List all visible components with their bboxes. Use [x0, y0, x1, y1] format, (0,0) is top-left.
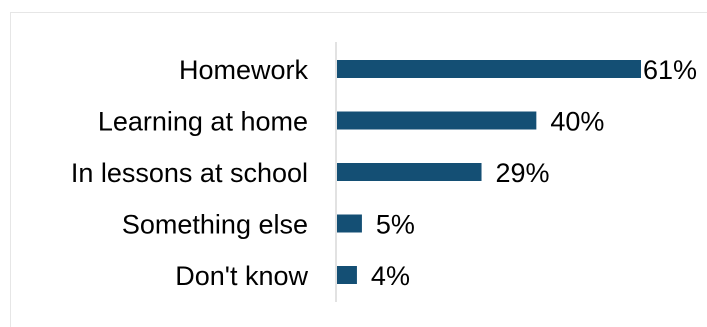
bar-in-lessons-at-school — [337, 163, 482, 181]
value-label-something-else: 5% — [376, 210, 415, 240]
bar-homework — [337, 60, 641, 78]
category-label-homework: Homework — [179, 55, 309, 85]
category-label-learning-at-home: Learning at home — [98, 107, 308, 137]
category-label-don-t-know: Don't know — [175, 261, 308, 291]
category-label-something-else: Something else — [122, 210, 308, 240]
value-label-homework: 61% — [643, 55, 697, 85]
chart-frame — [10, 12, 707, 327]
value-label-in-lessons-at-school: 29% — [496, 158, 550, 188]
value-label-don-t-know: 4% — [371, 261, 410, 291]
category-label-in-lessons-at-school: In lessons at school — [71, 158, 308, 188]
bar-something-else — [337, 214, 362, 233]
value-label-learning-at-home: 40% — [550, 107, 604, 137]
category-labels: Homework Learning at home In lessons at sc… — [71, 55, 309, 291]
bar-don-t-know — [337, 266, 357, 284]
bars-group — [337, 60, 641, 284]
value-labels: 61% 40%29% 5% 4% — [371, 55, 697, 291]
bar-learning-at-home — [337, 111, 537, 130]
